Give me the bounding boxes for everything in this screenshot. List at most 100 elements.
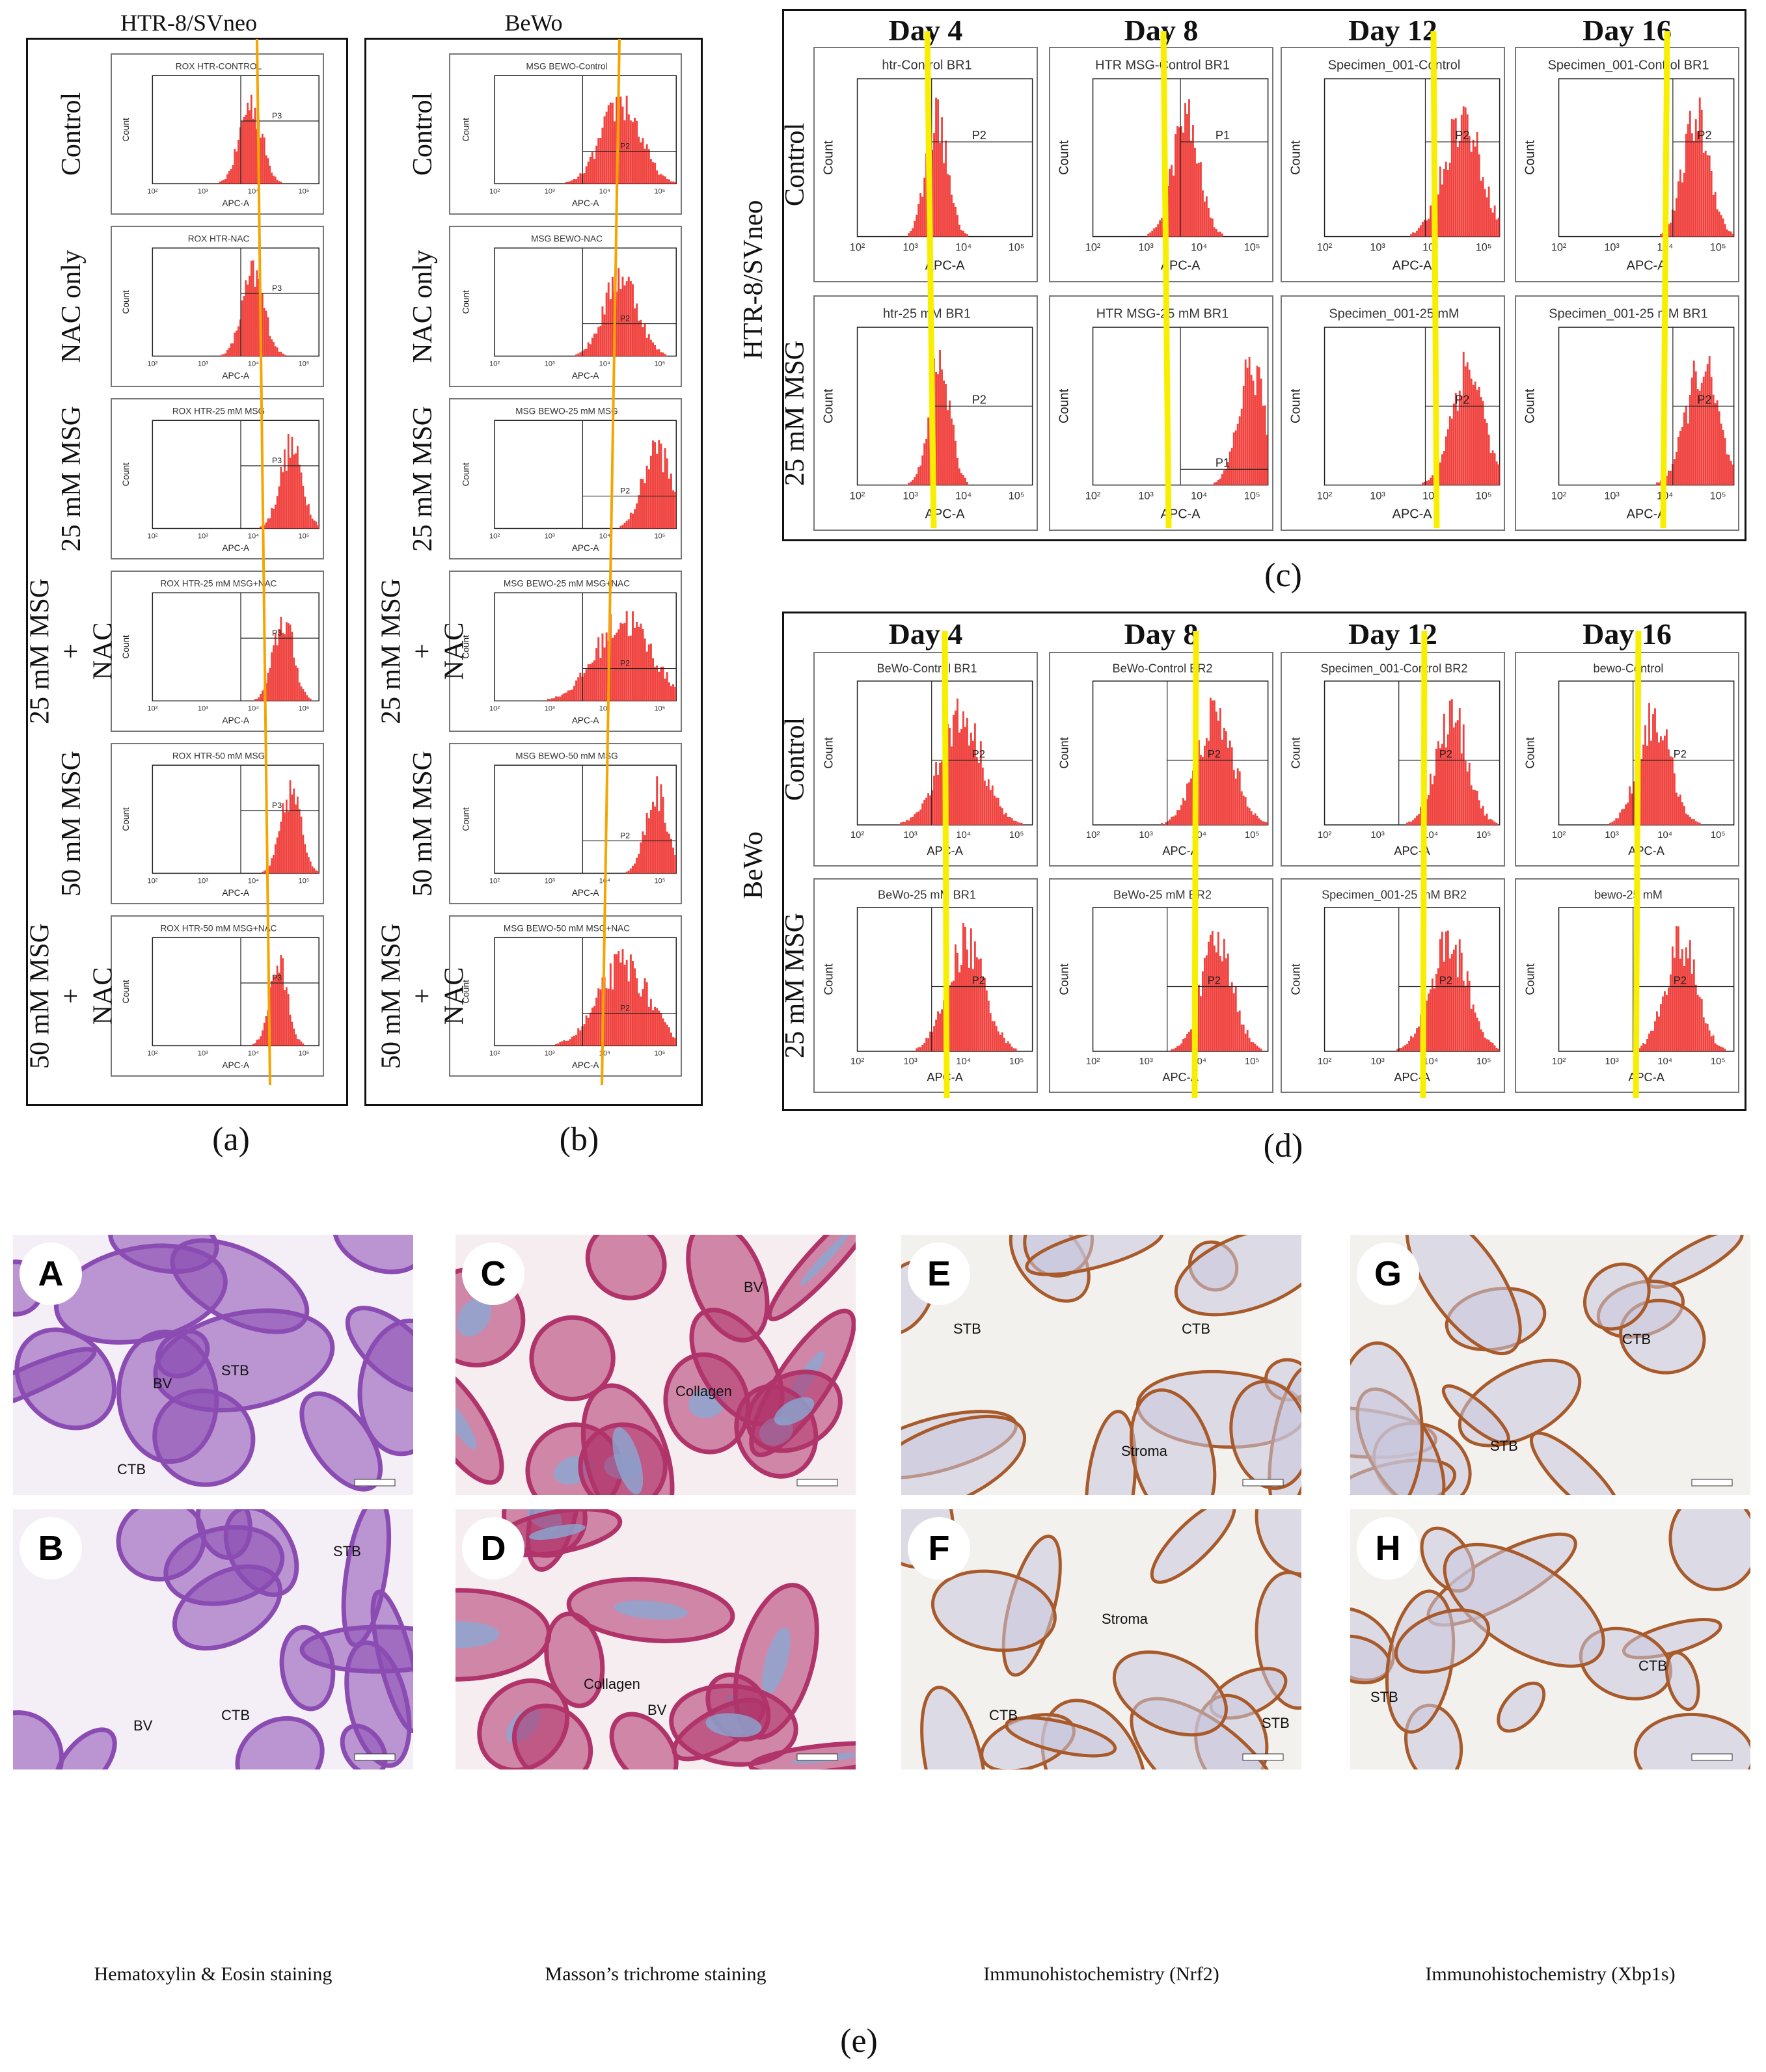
plot-axes: [152, 937, 319, 1047]
histogram-bar: [575, 179, 578, 184]
histogram-bar: [629, 280, 632, 357]
plot-axes: [152, 247, 319, 357]
plot-title: ROX HTR-50 mM MSG+NAC: [160, 923, 277, 933]
histogram-bar: [1660, 234, 1662, 237]
villus-shape: [53, 1727, 117, 1769]
histogram-plot: HTR MSG-25 mM BR1 P1 10² 10³ 10⁴ 10⁵ APC-A Coun…: [1049, 295, 1273, 531]
histogram-bar: [1681, 182, 1683, 237]
histogram-bar: [1704, 1023, 1707, 1051]
x-axis-label: APC-A: [1394, 1071, 1430, 1084]
histogram-bar: [1176, 126, 1178, 237]
histogram-bar: [1464, 760, 1467, 825]
x-tick-label: 10⁵: [654, 532, 665, 540]
row-label-line: HTR-8/SVneo: [738, 200, 768, 360]
histogram-bar: [1435, 748, 1437, 825]
histogram-bar: [958, 733, 960, 825]
panel-b-row-label: 25 mM MSG + NAC: [376, 578, 470, 724]
histogram-bar: [997, 1031, 999, 1051]
y-axis-label: Count: [1057, 388, 1072, 424]
y-axis-label: Count: [1524, 737, 1537, 768]
collagen-region: [705, 1713, 762, 1738]
histogram-bar: [278, 628, 280, 701]
y-axis-label: Count: [121, 980, 131, 1004]
histogram-bar: [1732, 464, 1734, 485]
histogram-bar: [1675, 926, 1678, 1051]
histogram-bar: [1664, 991, 1666, 1051]
histogram-bar: [987, 1001, 990, 1051]
y-axis-label: Count: [121, 463, 131, 487]
histogram-bar: [1466, 771, 1469, 825]
histogram-bar: [1637, 773, 1638, 825]
histogram-bar: [927, 158, 930, 237]
histogram-bar: [601, 633, 604, 701]
panel-c-day-header: Day 8: [1124, 14, 1199, 47]
plot-axes: [1092, 907, 1269, 1052]
plot-title: MSG BEWO-NAC: [531, 234, 603, 243]
histogram-bar: [1484, 1038, 1486, 1051]
histogram-bar: [1435, 199, 1437, 237]
histogram-bar: [1484, 418, 1486, 485]
histogram-bar: [1662, 479, 1664, 485]
x-axis-label: APC-A: [572, 888, 600, 898]
histogram-bar: [1250, 375, 1253, 485]
histogram-bar: [1486, 813, 1488, 825]
histogram-bar: [991, 785, 994, 825]
histogram-bar: [1404, 1045, 1406, 1051]
collagen-region: [457, 1297, 491, 1337]
histogram-bar: [656, 665, 659, 701]
histogram-bar: [228, 347, 230, 357]
histogram-bar: [1489, 208, 1492, 237]
histogram-bar: [668, 833, 670, 874]
histogram-bar: [1488, 186, 1490, 237]
histogram-bar: [1007, 1041, 1009, 1051]
histogram-bar: [263, 524, 265, 529]
panel-a-label: (a): [212, 1121, 250, 1158]
gate-label: P2: [1455, 393, 1469, 406]
histogram-bar: [1190, 778, 1192, 825]
micrograph-texture: [13, 1509, 413, 1769]
histogram-bar: [1165, 822, 1167, 825]
histogram-bar: [247, 102, 249, 184]
x-tick-label: 10²: [1085, 241, 1101, 253]
histogram-bar: [970, 733, 972, 825]
x-tick-label: 10³: [1370, 830, 1385, 841]
histogram-bar: [971, 969, 974, 1051]
histogram-bar: [1439, 166, 1441, 237]
histogram-bar: [925, 1038, 928, 1051]
row-label-line: 50 mM MSG: [376, 922, 407, 1070]
histogram-bar: [1462, 724, 1465, 825]
histogram-bar: [1493, 1045, 1496, 1051]
row-label-line: 25 mM MSG: [780, 912, 810, 1059]
row-label-line: 50 mM MSG: [56, 750, 87, 897]
histogram-bar: [1683, 965, 1685, 1051]
histogram-bar: [239, 127, 241, 184]
x-tick-label: 10⁴: [1657, 490, 1673, 502]
histogram-bar: [660, 1014, 662, 1046]
x-tick-label: 10⁴: [1191, 241, 1207, 253]
histogram-plot: Specimen_001-25 mM BR1 P2 10² 10³ 10⁴ 10⁵ APC-…: [1515, 295, 1739, 531]
histogram-bar: [1669, 974, 1672, 1051]
histogram-bar: [245, 280, 247, 357]
histogram-bar: [904, 822, 906, 825]
histogram-bar: [1433, 470, 1435, 485]
x-tick-label: 10⁴: [956, 1056, 971, 1067]
histogram-bar: [289, 457, 292, 529]
x-axis-label: APC-A: [572, 198, 600, 208]
y-axis-label: Count: [1057, 140, 1072, 175]
histogram-bars: [908, 98, 968, 237]
histogram-bar: [618, 629, 620, 701]
annotation-label: Collagen: [675, 1383, 732, 1399]
histogram-bar: [559, 1042, 562, 1046]
histogram-bar: [1706, 1023, 1709, 1051]
histogram-bar: [939, 1014, 941, 1051]
histogram-bar: [1242, 1025, 1245, 1051]
histogram-bars: [900, 698, 1023, 825]
histogram-bar: [1691, 377, 1693, 485]
histogram-bar: [647, 818, 650, 874]
histogram-bar: [247, 284, 249, 357]
histogram-bar: [1712, 1035, 1715, 1051]
histogram-bar: [919, 193, 922, 237]
micrograph-texture: [1350, 1509, 1750, 1769]
